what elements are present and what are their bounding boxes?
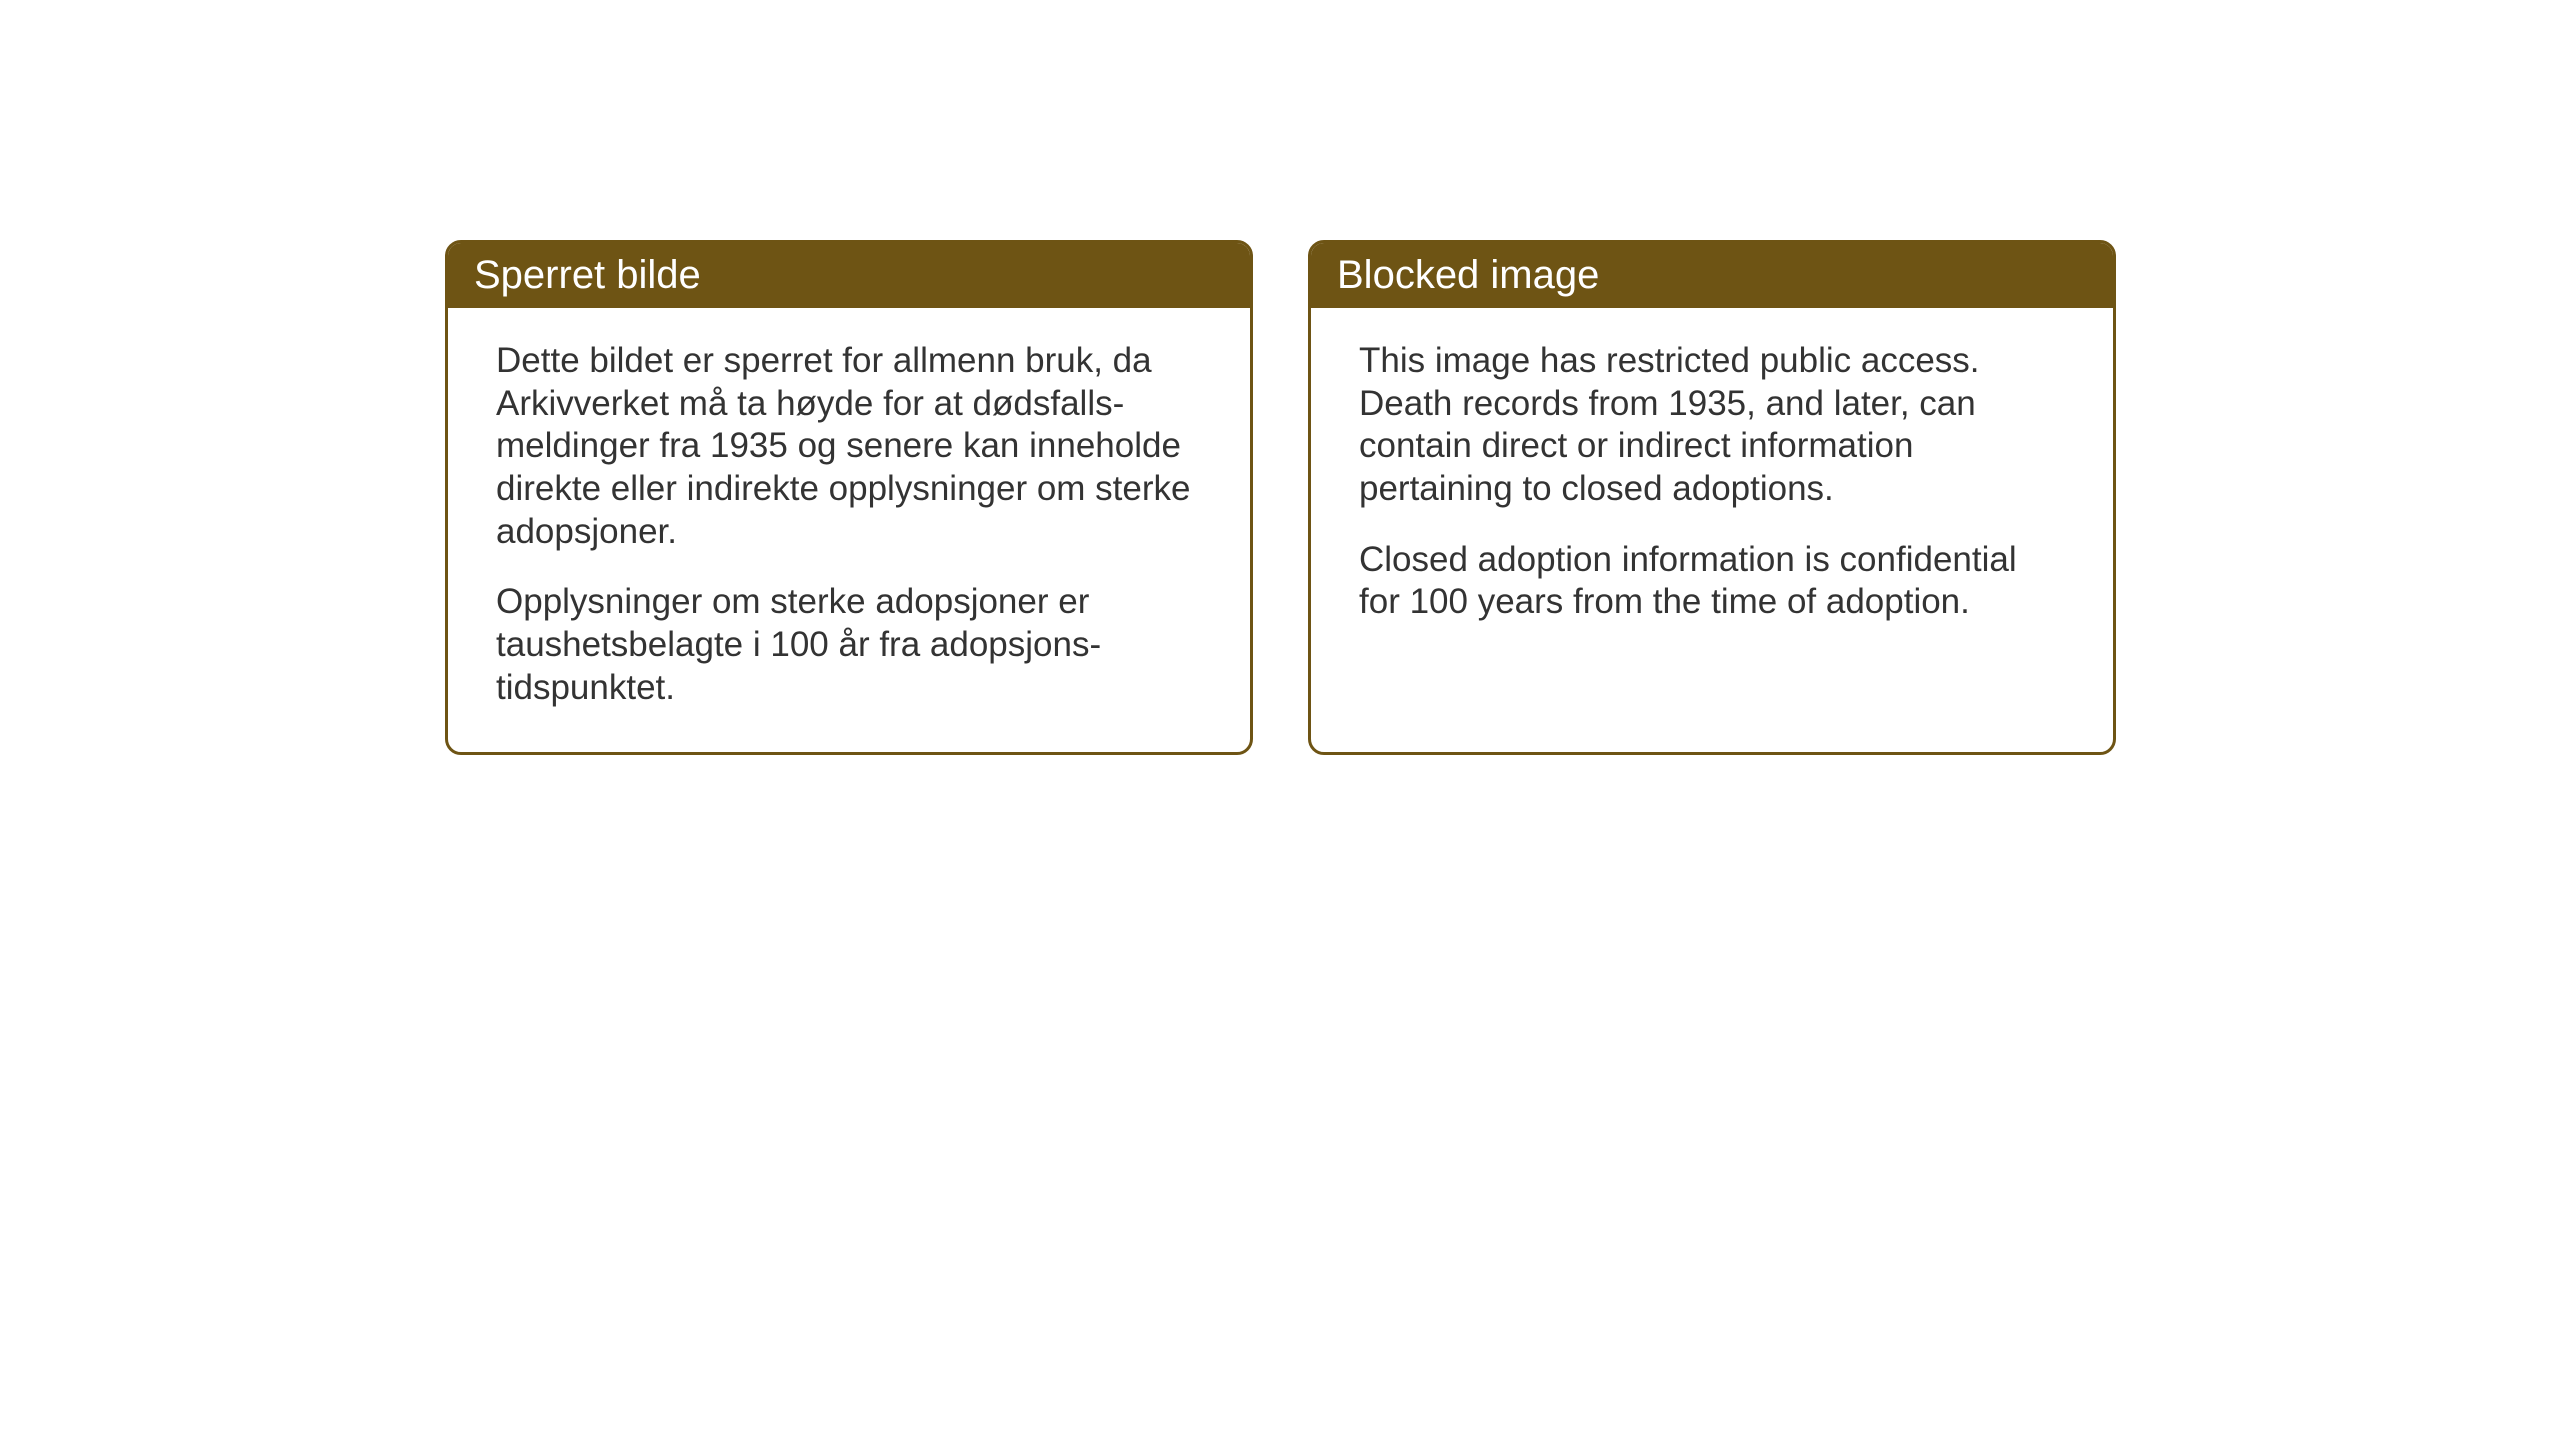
card-title-norwegian: Sperret bilde [474, 253, 701, 297]
notice-cards-container: Sperret bilde Dette bildet er sperret fo… [445, 240, 2116, 755]
card-paragraph-english-1: This image has restricted public access.… [1359, 340, 2065, 511]
card-header-norwegian: Sperret bilde [448, 243, 1250, 308]
card-body-norwegian: Dette bildet er sperret for allmenn bruk… [448, 308, 1250, 752]
notice-card-norwegian: Sperret bilde Dette bildet er sperret fo… [445, 240, 1253, 755]
card-header-english: Blocked image [1311, 243, 2113, 308]
card-title-english: Blocked image [1337, 253, 1599, 297]
notice-card-english: Blocked image This image has restricted … [1308, 240, 2116, 755]
card-paragraph-english-2: Closed adoption information is confident… [1359, 539, 2065, 624]
card-body-english: This image has restricted public access.… [1311, 308, 2113, 666]
card-paragraph-norwegian-1: Dette bildet er sperret for allmenn bruk… [496, 340, 1202, 553]
card-paragraph-norwegian-2: Opplysninger om sterke adopsjoner er tau… [496, 581, 1202, 709]
